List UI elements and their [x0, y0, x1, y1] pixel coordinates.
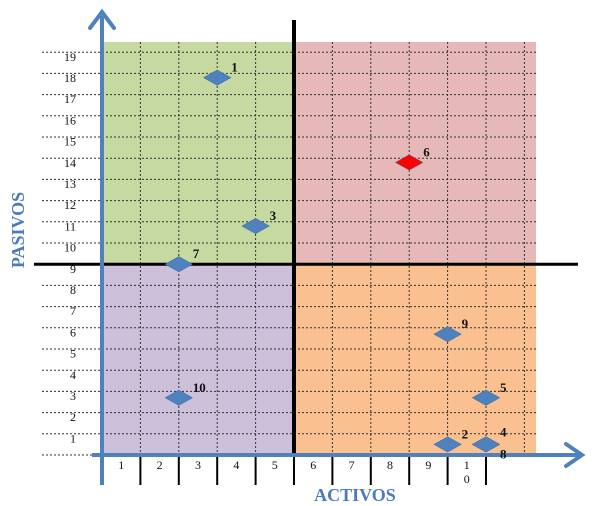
- point-label-1: 1: [231, 60, 238, 75]
- quadrant-top-left: [102, 42, 294, 265]
- point-marker-3: [241, 218, 270, 235]
- y-tick-label: 3: [70, 389, 76, 403]
- point-label-9: 9: [462, 316, 469, 331]
- point-label-5: 5: [500, 380, 507, 395]
- point-label-2: 2: [462, 426, 469, 441]
- point-marker-2: [433, 436, 462, 453]
- x-tick-label: 3: [195, 458, 201, 472]
- y-tick-label: 2: [70, 410, 76, 424]
- y-tick-label: 6: [70, 325, 76, 339]
- quadrant-bottom-right: [294, 264, 536, 455]
- point-marker-1: [202, 69, 232, 86]
- x-tick-label: 8: [387, 458, 393, 472]
- x-tick-label: 4: [233, 458, 239, 472]
- point-label-6: 6: [423, 144, 430, 159]
- y-tick-label: 18: [64, 71, 76, 85]
- point-label-10: 10: [193, 380, 206, 395]
- point-marker-10: [164, 389, 194, 406]
- x-tick-label: 1: [118, 458, 124, 472]
- point-marker-5: [471, 389, 501, 406]
- point-marker-8: [471, 436, 501, 453]
- point-marker-6: [394, 154, 424, 171]
- x-tick-label: 1: [464, 458, 470, 472]
- y-tick-label: 12: [64, 198, 76, 212]
- y-tick-label: 17: [64, 92, 76, 106]
- x-tick-label: 2: [157, 458, 163, 472]
- point-marker-9: [433, 326, 462, 343]
- y-tick-label: 1: [70, 431, 76, 445]
- y-tick-label: 8: [70, 283, 76, 297]
- x-tick-label: 5: [272, 458, 278, 472]
- y-tick-label: 10: [64, 241, 76, 255]
- quadrant-bottom-left: [102, 264, 294, 455]
- axes: [88, 8, 586, 485]
- point-marker-7: [164, 256, 194, 273]
- y-tick-label: 4: [70, 368, 76, 382]
- y-tick-label: 5: [70, 347, 76, 361]
- point-label-8: 8: [500, 446, 507, 461]
- point-label-4: 4: [500, 424, 507, 439]
- data-points: 1 2 3 4 5 6 7 8 9 10: [164, 60, 507, 461]
- y-tick-label: 9: [70, 262, 76, 276]
- y-tick-label: 14: [64, 156, 76, 170]
- x-axis-arrow: [564, 442, 586, 468]
- y-axis-title: PASIVOS: [8, 192, 28, 268]
- x-tick-label: 6: [310, 458, 316, 472]
- y-tick-label: 13: [64, 177, 76, 191]
- point-label-7: 7: [193, 246, 200, 261]
- y-tick-label: 11: [64, 219, 76, 233]
- point-label-3: 3: [270, 208, 277, 223]
- quadrant-backgrounds: [102, 42, 536, 455]
- quadrant-dividers: [34, 20, 578, 457]
- x-tick-label: 0: [464, 472, 470, 486]
- y-tick-label: 15: [64, 135, 76, 149]
- y-axis-arrow: [88, 8, 116, 30]
- x-tick-label: 7: [349, 458, 355, 472]
- x-tick-label: 9: [425, 458, 431, 472]
- quadrant-top-right: [294, 42, 536, 265]
- y-tick-label: 19: [64, 50, 76, 64]
- y-tick-label: 16: [64, 113, 76, 127]
- y-tick-label: 7: [70, 304, 76, 318]
- x-axis-title: ACTIVOS: [314, 485, 396, 505]
